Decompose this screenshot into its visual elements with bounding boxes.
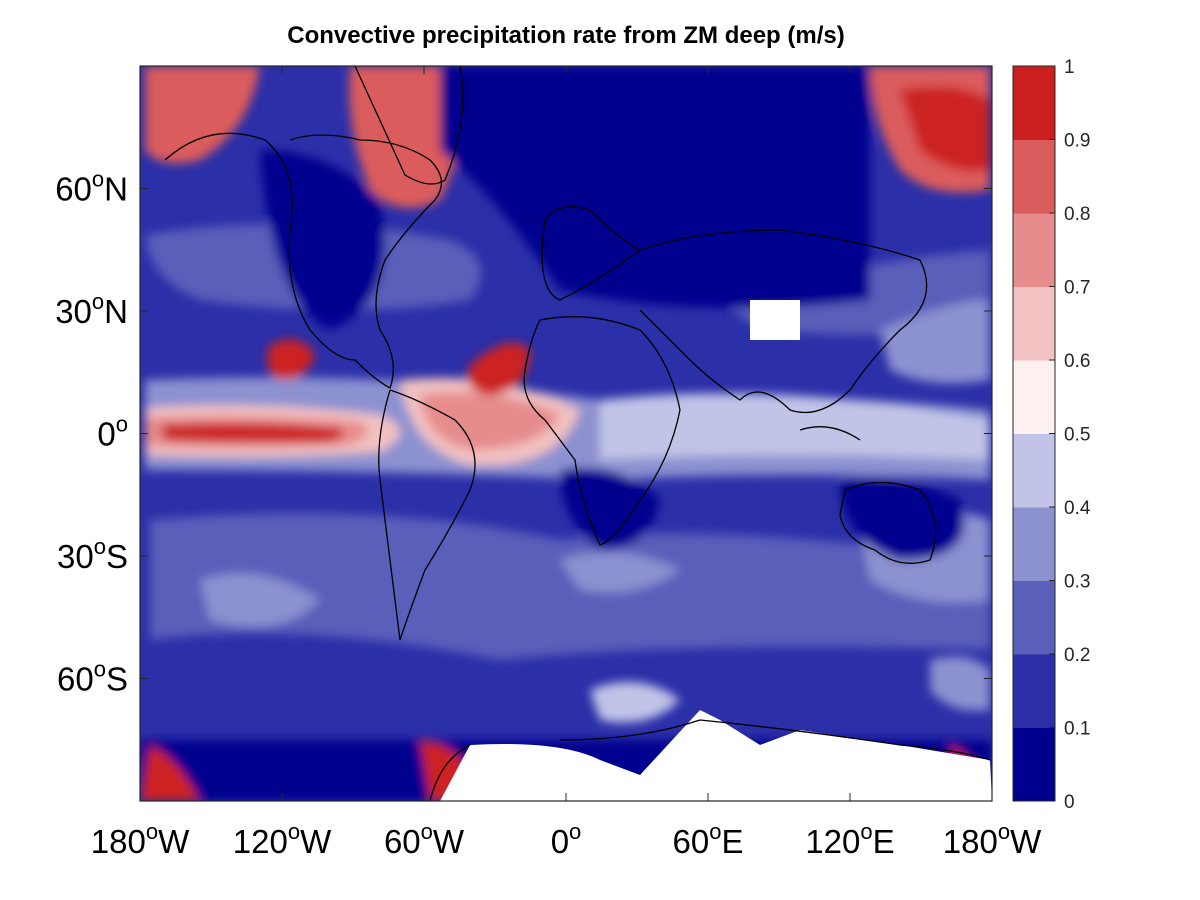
x-tick-label: 180oW	[91, 819, 190, 860]
colorbar-tick-label: 0	[1064, 792, 1075, 813]
precipitation-field	[140, 66, 992, 801]
y-tick-label: 30oS	[57, 534, 128, 575]
colorbar: 0 0.1 0.2 0.3 0.4 0.5 0.6 0.7 0.8 0.9 1	[1012, 57, 1091, 813]
y-tick-marks	[140, 188, 992, 679]
y-tick-label: 0o	[97, 412, 128, 453]
colorbar-swatch	[1013, 286, 1055, 361]
colorbar-swatch	[1013, 360, 1055, 434]
colorbar-swatch	[1013, 507, 1055, 581]
map-title: Convective precipitation rate from ZM de…	[287, 22, 845, 49]
field-contours	[140, 66, 992, 801]
colorbar-swatch	[1013, 66, 1055, 140]
colorbar-tick-label: 0.1	[1064, 719, 1090, 740]
y-tick-label: 60oN	[55, 167, 128, 208]
x-tick-label: 0o	[551, 819, 582, 860]
x-tick-label: 60oW	[384, 819, 465, 860]
y-tick-labels: 60oN 30oN 0o 30oS 60oS	[55, 167, 128, 698]
colorbar-swatch	[1013, 433, 1055, 508]
y-tick-label: 30oN	[55, 289, 128, 330]
x-tick-label: 120oE	[805, 819, 894, 860]
x-tick-marks	[139, 66, 993, 801]
colorbar-swatch	[1013, 580, 1055, 655]
colorbar-tick-label: 0.2	[1064, 645, 1090, 666]
colorbar-swatch	[1013, 654, 1055, 728]
antarctica-mask	[440, 710, 992, 801]
x-tick-label: 60oE	[673, 819, 744, 860]
colorbar-swatch	[1013, 213, 1055, 287]
tibet-mask	[750, 300, 800, 340]
coastlines	[164, 66, 991, 801]
colorbar-tick-label: 0.8	[1064, 204, 1090, 225]
colorbar-tick-label: 0.6	[1064, 351, 1090, 372]
colorbar-tick-label: 0.3	[1064, 572, 1090, 593]
x-tick-label: 180oW	[943, 819, 1042, 860]
y-tick-label: 60oS	[57, 657, 128, 698]
colorbar-tick-label: 1	[1064, 57, 1075, 78]
colorbar-swatch	[1013, 139, 1055, 214]
colorbar-tick-label: 0.5	[1064, 425, 1090, 446]
x-tick-label: 120oW	[233, 819, 332, 860]
x-tick-labels: 180oW 120oW 60oW 0o 60oE 120oE 180oW	[91, 819, 1042, 860]
colorbar-swatch	[1013, 727, 1055, 802]
colorbar-tick-label: 0.9	[1064, 131, 1090, 152]
colorbar-tick-label: 0.4	[1064, 498, 1091, 519]
colorbar-tick-label: 0.7	[1064, 278, 1090, 299]
